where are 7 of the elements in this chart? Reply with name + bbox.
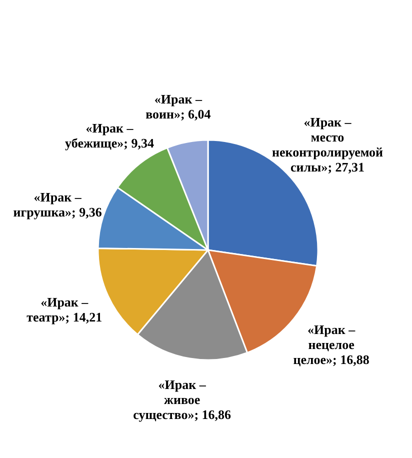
slice-label: «Ирак – игрушка»; 9,36 xyxy=(13,190,102,220)
slice-label: «Ирак – место неконтролируемой силы»; 27,31 xyxy=(272,114,384,174)
slice-label: «Ирак – убежище»; 9,34 xyxy=(65,120,154,151)
slice-label: «Ирак – воин»; 6,04 xyxy=(146,92,212,122)
slice-label: «Ирак – театр»; 14,21 xyxy=(26,294,102,324)
slice-label: «Ирак – нецелое целое»; 16,88 xyxy=(293,322,370,367)
slice-label: «Ирак – живое существо»; 16,86 xyxy=(133,376,232,422)
